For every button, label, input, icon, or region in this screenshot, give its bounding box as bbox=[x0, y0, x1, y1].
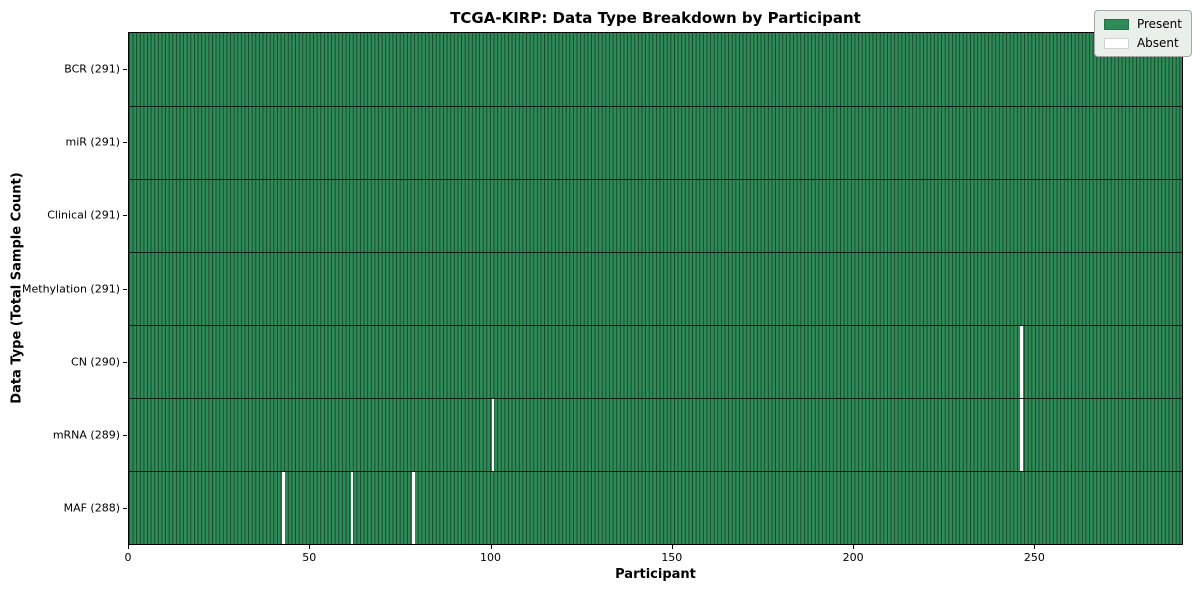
legend-label: Absent bbox=[1136, 36, 1179, 50]
x-tick-label-150: 150 bbox=[661, 551, 683, 564]
chart-title: TCGA-KIRP: Data Type Breakdown by Partic… bbox=[450, 9, 861, 27]
y-tick-label-BCR: BCR (291) bbox=[64, 62, 120, 76]
row-divider bbox=[129, 106, 1182, 107]
y-tick-label-mRNA: mRNA (289) bbox=[52, 428, 120, 442]
legend: Present Absent bbox=[1093, 10, 1192, 57]
x-tick-label-100: 100 bbox=[480, 551, 502, 564]
heatmap-plot-area bbox=[128, 32, 1183, 545]
absent-bar-CN-246 bbox=[1020, 325, 1023, 398]
x-tick-mark bbox=[309, 545, 310, 549]
x-tick-label-200: 200 bbox=[842, 551, 864, 564]
x-tick-mark bbox=[128, 545, 129, 549]
absent-bar-MAF-61 bbox=[350, 472, 354, 544]
y-tick-label-Methylation: Methylation (291) bbox=[22, 282, 120, 295]
legend-item-absent: Absent bbox=[1103, 36, 1182, 50]
row-divider bbox=[129, 398, 1182, 399]
y-tick-label-miR: miR (291) bbox=[65, 135, 121, 149]
absent-bar-MAF-42 bbox=[281, 472, 285, 544]
legend-item-present: Present bbox=[1103, 17, 1182, 31]
row-divider bbox=[129, 252, 1182, 253]
x-tick-mark bbox=[1034, 545, 1035, 549]
y-tick-label-CN: CN (290) bbox=[71, 355, 120, 369]
row-divider bbox=[129, 325, 1182, 326]
legend-label: Present bbox=[1136, 17, 1182, 31]
legend-swatch-absent bbox=[1103, 37, 1129, 49]
absent-bar-mRNA-246 bbox=[1020, 399, 1023, 471]
x-tick-label-0: 0 bbox=[124, 551, 132, 564]
x-tick-label-250: 250 bbox=[1023, 551, 1045, 564]
y-tick-mark bbox=[123, 362, 127, 363]
legend-swatch-present bbox=[1103, 18, 1129, 30]
y-tick-mark bbox=[123, 215, 127, 216]
absent-bar-MAF-78 bbox=[412, 472, 415, 544]
y-tick-mark bbox=[123, 508, 127, 509]
y-tick-label-Clinical: Clinical (291) bbox=[47, 208, 120, 222]
x-tick-mark bbox=[491, 545, 492, 549]
row-divider bbox=[129, 179, 1182, 180]
y-tick-mark bbox=[123, 435, 127, 436]
y-tick-label-MAF: MAF (288) bbox=[63, 501, 120, 515]
x-axis-label: Participant bbox=[615, 567, 696, 582]
x-tick-label-50: 50 bbox=[302, 551, 317, 564]
row-divider bbox=[129, 471, 1182, 472]
y-tick-mark bbox=[123, 289, 127, 290]
y-tick-mark bbox=[123, 142, 127, 143]
x-tick-mark bbox=[853, 545, 854, 549]
absent-bar-mRNA-100 bbox=[491, 399, 495, 471]
y-tick-mark bbox=[123, 69, 127, 70]
x-tick-mark bbox=[672, 545, 673, 549]
